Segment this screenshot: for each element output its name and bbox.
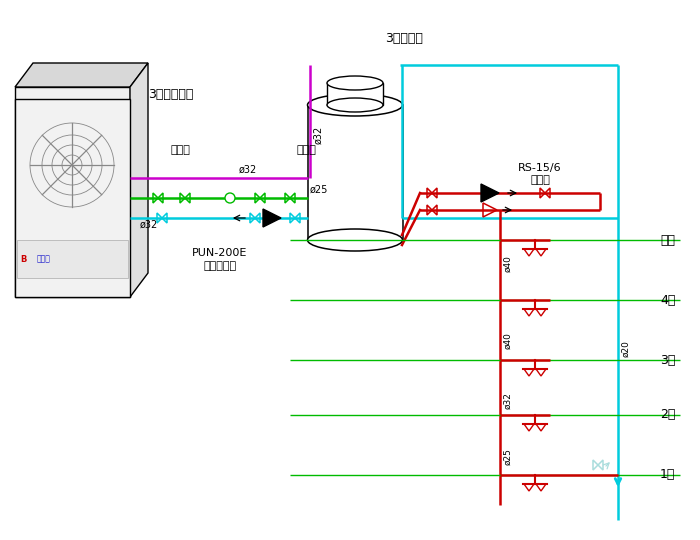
Text: ø25: ø25 (503, 448, 512, 465)
Text: PUN-200E: PUN-200E (193, 248, 248, 258)
Polygon shape (15, 63, 148, 87)
Bar (327, 83, 383, 105)
Bar (17, 240, 128, 278)
Bar (15, 87, 130, 297)
Text: ø40: ø40 (503, 255, 512, 272)
Text: 熱泵循環泵: 熱泵循環泵 (204, 261, 237, 271)
Ellipse shape (327, 98, 383, 112)
Circle shape (225, 193, 235, 203)
Ellipse shape (307, 94, 402, 116)
Text: 進水口: 進水口 (296, 145, 316, 155)
Text: 3樓: 3樓 (660, 354, 675, 367)
Text: RS-15/6
回水泵: RS-15/6 回水泵 (518, 163, 562, 185)
Text: ø40: ø40 (503, 332, 512, 349)
Text: ø32: ø32 (313, 126, 323, 144)
Text: ø20: ø20 (621, 340, 630, 357)
Ellipse shape (307, 229, 402, 251)
Text: 3匹直熱機組: 3匹直熱機組 (148, 88, 193, 101)
Text: ø32: ø32 (239, 165, 257, 175)
Polygon shape (481, 184, 499, 202)
Text: 3噸熱水箱: 3噸熱水箱 (385, 32, 423, 45)
Polygon shape (263, 209, 281, 227)
Text: ø32: ø32 (503, 392, 512, 409)
Text: 1樓: 1樓 (660, 469, 675, 482)
Text: 4樓: 4樓 (660, 294, 675, 307)
Text: 電磁閥: 電磁閥 (170, 145, 190, 155)
Ellipse shape (327, 76, 383, 90)
Text: 恒仕奇: 恒仕奇 (37, 254, 51, 264)
Text: ø25: ø25 (310, 185, 328, 195)
Text: B: B (20, 254, 27, 264)
Text: 屋頂: 屋頂 (660, 233, 675, 246)
Text: 2樓: 2樓 (660, 408, 675, 422)
Bar (308, 105, 403, 240)
Polygon shape (130, 63, 148, 297)
Text: ø32: ø32 (140, 220, 158, 230)
Bar (15, 99, 130, 297)
